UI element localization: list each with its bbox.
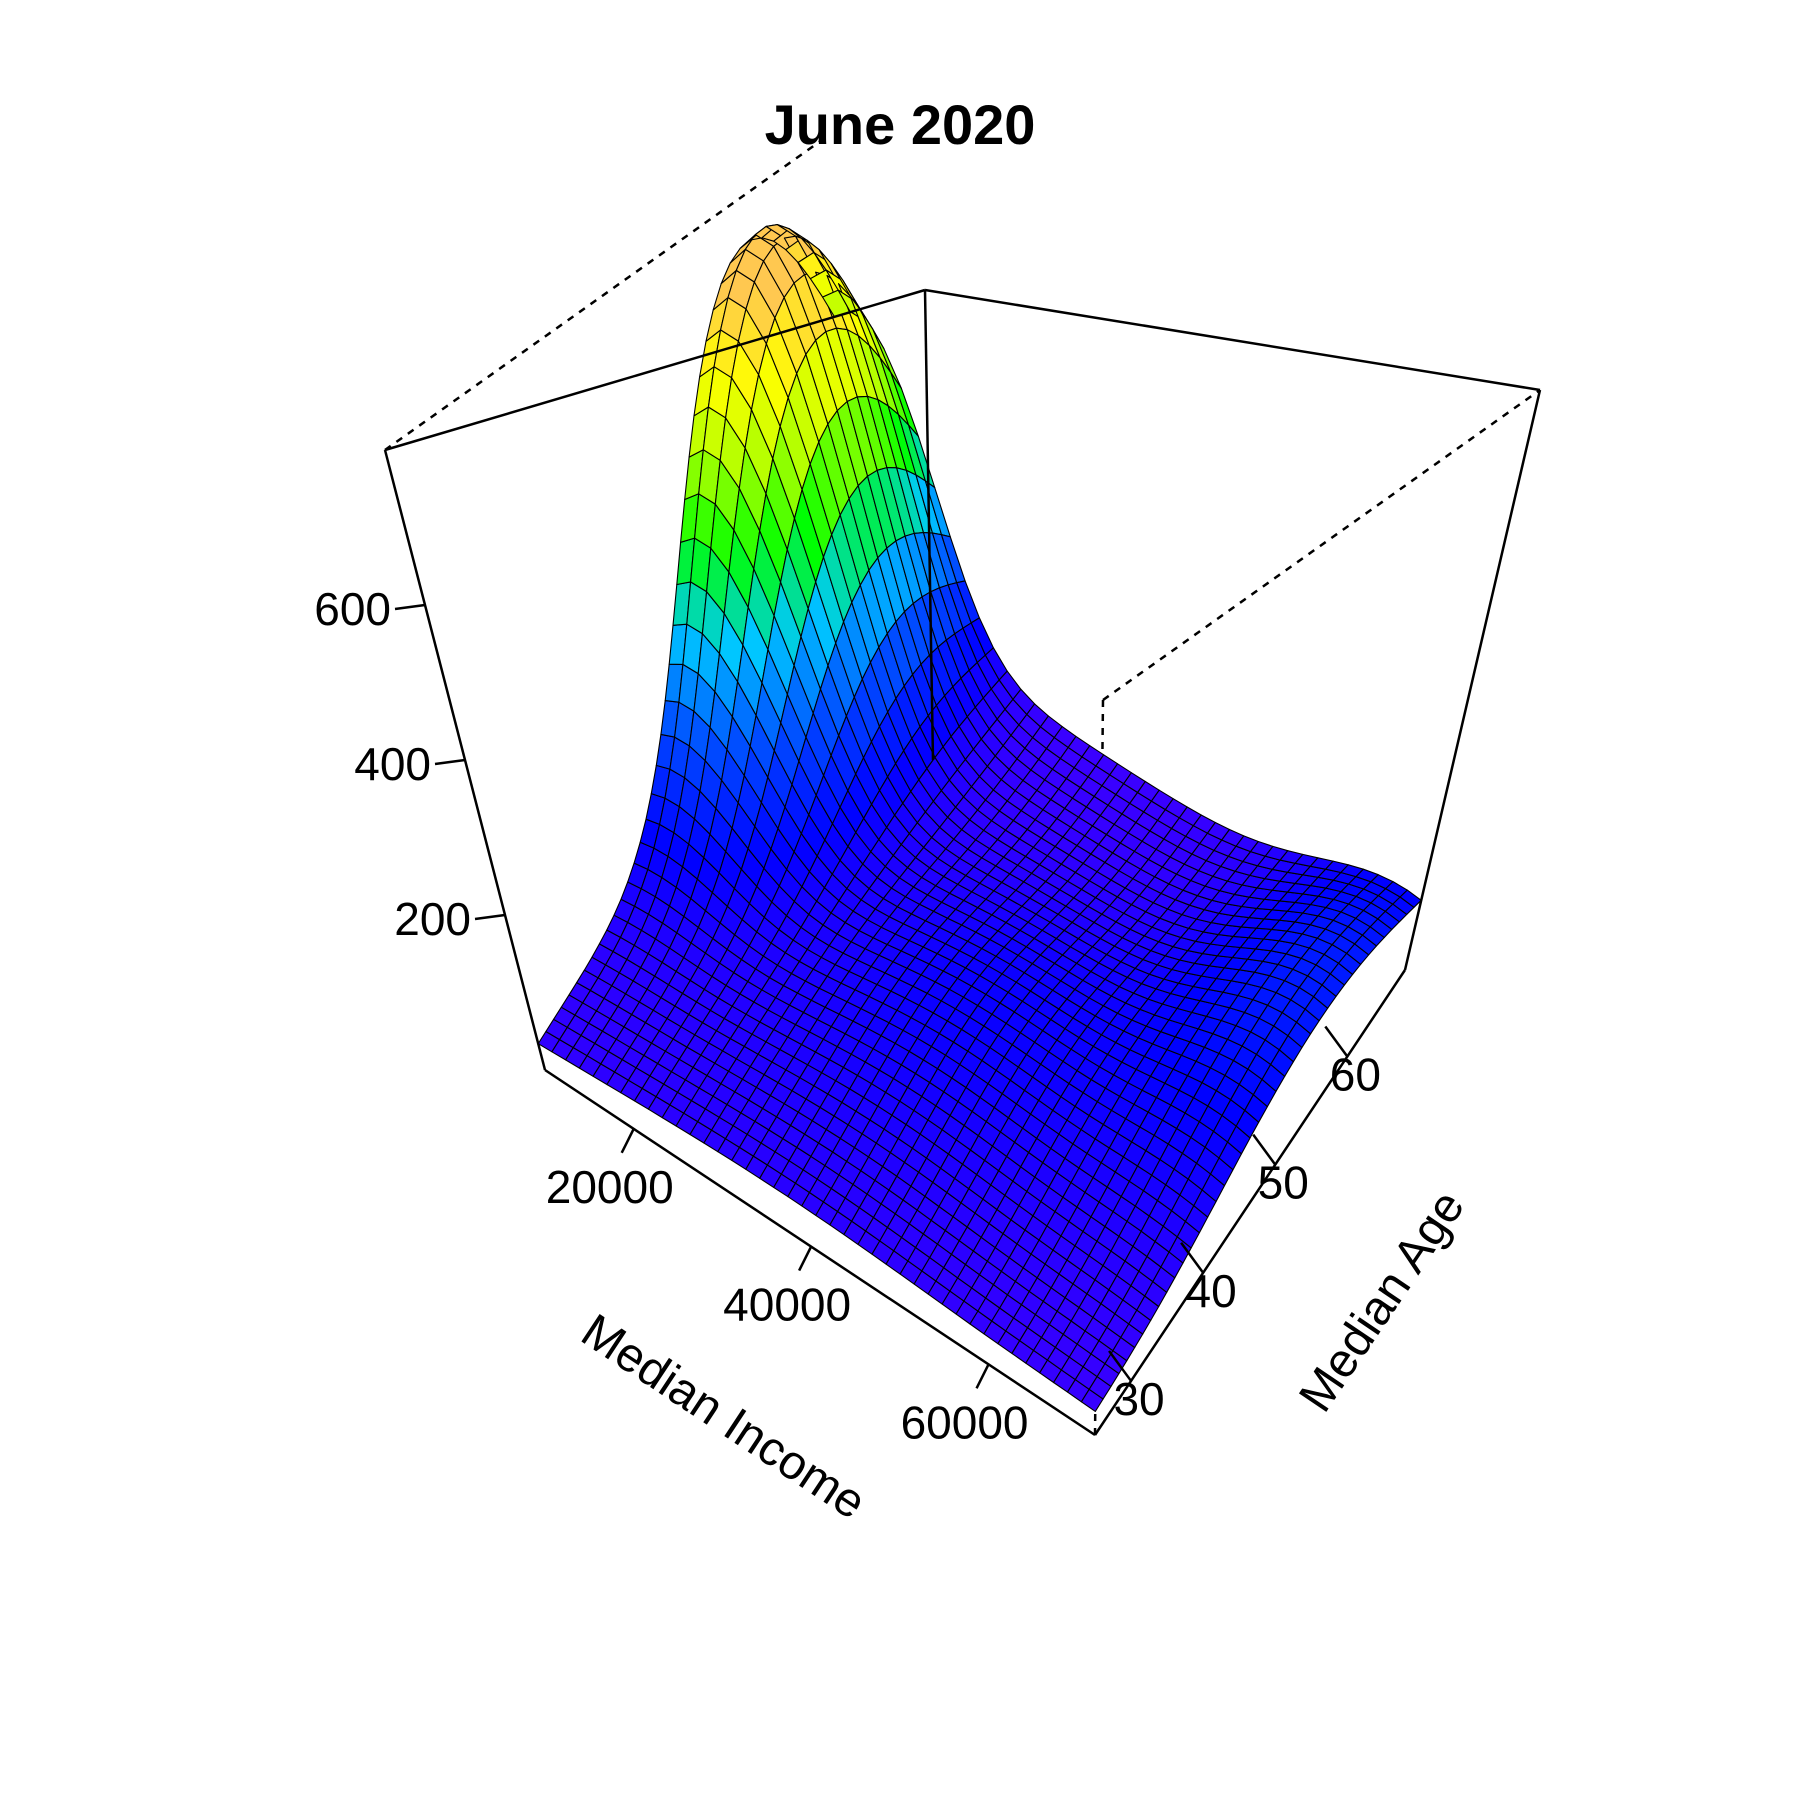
- box-edge-top: [384, 288, 926, 452]
- x-tick-mark: [798, 1246, 813, 1272]
- surface-mesh: [537, 224, 1422, 1412]
- y-axis-title: Median Age: [1289, 1181, 1475, 1421]
- z-tick-label: 600: [314, 583, 391, 635]
- box-edge-back-vertical: [923, 289, 935, 761]
- y-tick-label: 50: [1258, 1157, 1309, 1209]
- box-edge-hidden: [384, 138, 823, 452]
- x-tick-mark: [620, 1128, 635, 1154]
- y-tick-mark: [1180, 1242, 1205, 1274]
- z-tick-label: 200: [394, 893, 471, 945]
- y-tick-mark: [1252, 1133, 1277, 1166]
- box-edge-x-axis: [544, 1068, 1096, 1437]
- x-tick-mark: [975, 1363, 990, 1389]
- z-tick-label: 400: [354, 738, 431, 790]
- x-tick-label: 60000: [901, 1396, 1029, 1448]
- box-edge-vertical: [1403, 389, 1542, 971]
- z-tick-mark: [474, 913, 506, 921]
- box-edge-hidden: [1102, 388, 1541, 702]
- y-tick-mark: [1324, 1025, 1349, 1058]
- y-tick-label: 30: [1113, 1373, 1164, 1425]
- y-tick-label: 60: [1330, 1049, 1381, 1101]
- z-tick-mark: [394, 603, 426, 611]
- z-tick-mark: [434, 758, 466, 766]
- box-edge-top: [924, 288, 1541, 392]
- chart-title: June 2020: [764, 93, 1036, 156]
- x-tick-label: 20000: [546, 1161, 674, 1213]
- x-axis-title: Median Income: [572, 1304, 875, 1529]
- x-tick-label: 40000: [723, 1279, 851, 1331]
- y-tick-label: 40: [1186, 1265, 1237, 1317]
- y-tick-mark: [1108, 1350, 1133, 1382]
- box-edge-y-axis: [1093, 969, 1407, 1436]
